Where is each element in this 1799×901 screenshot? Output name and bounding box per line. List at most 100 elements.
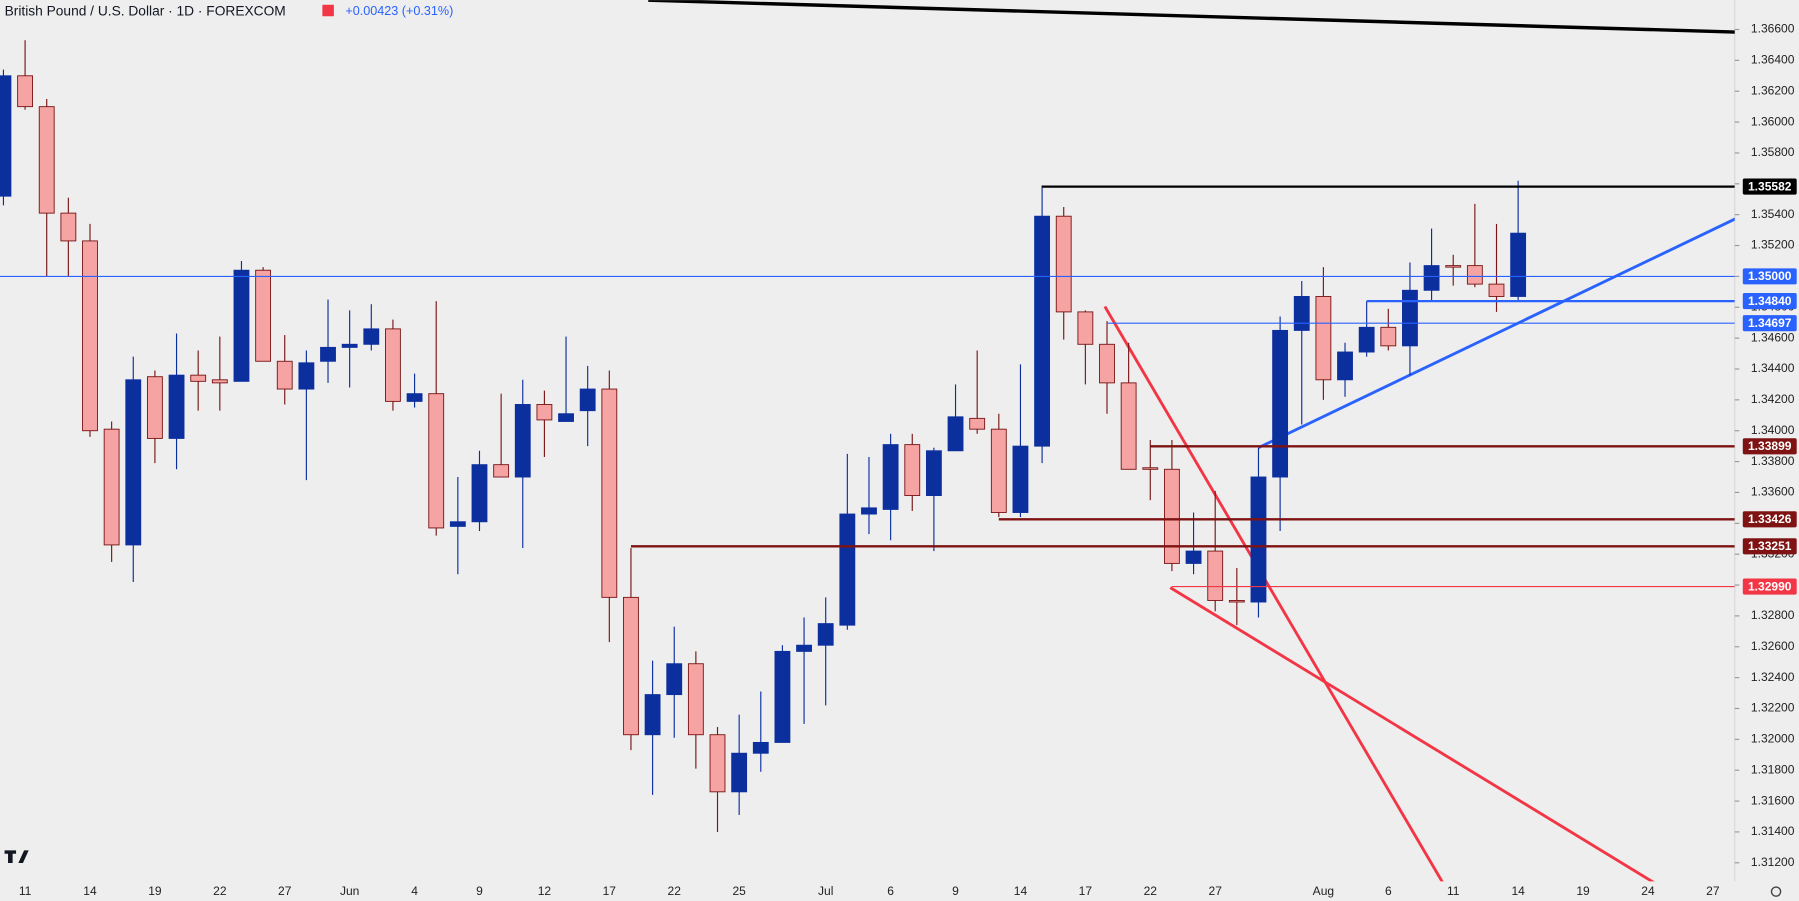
price-level-tag: [1742, 268, 1797, 285]
candle-body: [341, 343, 358, 348]
trendline: [1257, 217, 1735, 449]
candle-body: [947, 416, 964, 452]
candle-body: [1445, 265, 1462, 268]
candle-body: [990, 428, 1007, 513]
x-tick-label: Jul: [818, 884, 833, 898]
x-tick-label: 22: [213, 884, 227, 898]
price-level-tag: [1742, 293, 1797, 310]
x-tick-label: 17: [603, 884, 617, 898]
price-level-label: 1.35582: [1748, 179, 1792, 193]
candle-body: [1337, 351, 1353, 381]
x-tick-label: 22: [1144, 884, 1158, 898]
price-change: +0.00423 (+0.31%): [345, 4, 453, 18]
candle-body: [493, 464, 510, 478]
candle-body: [320, 346, 336, 362]
candle-body: [1099, 343, 1115, 384]
candle-body: [428, 393, 445, 529]
candle-body: [731, 752, 748, 793]
y-tick-label: 1.33600: [1751, 485, 1795, 499]
x-tick-label: 24: [1641, 884, 1655, 898]
y-tick-label: 1.34200: [1751, 392, 1795, 406]
candle-body: [255, 269, 272, 362]
candle-body: [839, 513, 856, 626]
x-tick-label: 27: [278, 884, 292, 898]
candle-body: [558, 413, 574, 422]
candle-body: [904, 444, 921, 496]
candle-body: [644, 694, 661, 736]
candle-body: [579, 388, 596, 412]
candle-body: [1510, 232, 1527, 297]
candle-body: [17, 75, 33, 108]
x-tick-label: 11: [19, 884, 32, 898]
candle-body: [687, 663, 704, 736]
candle-body: [1402, 289, 1418, 347]
candle-body: [385, 328, 401, 402]
candle-body: [1488, 283, 1505, 297]
y-tick-label: 1.35400: [1751, 207, 1795, 221]
x-tick-label: 6: [1385, 884, 1392, 898]
y-tick-label: 1.34000: [1751, 423, 1795, 437]
x-tick-label: 19: [1576, 884, 1590, 898]
candle-body: [1228, 600, 1245, 603]
price-level-label: 1.32990: [1748, 579, 1792, 593]
candle-body: [796, 644, 812, 652]
candle-body: [623, 596, 639, 736]
x-tick-label: 6: [887, 884, 894, 898]
x-tick-label: 14: [1511, 884, 1525, 898]
price-level-label: 1.34697: [1748, 316, 1792, 330]
candle-body: [1358, 326, 1375, 353]
logo[interactable]: [4, 850, 29, 863]
candle-body: [1034, 215, 1051, 447]
candle-body: [125, 379, 142, 546]
price-level-tag: [1742, 578, 1797, 595]
trendline: [648, 0, 1735, 34]
candle-body: [471, 464, 488, 523]
price-level-tag: [1742, 511, 1797, 528]
candle-body: [168, 374, 185, 439]
symbol-title: British Pound / U.S. Dollar · 1D · FOREX…: [5, 3, 286, 18]
y-tick-label: 1.31600: [1751, 793, 1795, 807]
x-tick-label: Jun: [340, 884, 359, 898]
y-tick-label: 1.32000: [1751, 732, 1795, 746]
candle-body: [298, 362, 315, 390]
candle-body: [1077, 311, 1094, 345]
y-tick-label: 1.33800: [1751, 454, 1795, 468]
candle-body: [1207, 550, 1224, 601]
settings-icon[interactable]: [1770, 886, 1782, 897]
y-tick-label: 1.34400: [1751, 361, 1795, 375]
x-tick-label: 12: [538, 884, 552, 898]
candle-body: [60, 212, 77, 242]
candle-body: [1293, 296, 1310, 331]
price-level-label: 1.35000: [1748, 269, 1792, 283]
price-level-tag: [1742, 315, 1797, 332]
x-tick-label: 27: [1706, 884, 1720, 898]
plot-area: [0, 0, 1735, 882]
y-tick-label: 1.32600: [1751, 639, 1795, 653]
trendline: [1169, 586, 1655, 882]
x-tick-label: 25: [732, 884, 746, 898]
candle-body: [103, 428, 120, 546]
price-level-label: 1.33426: [1748, 512, 1792, 526]
x-tick-label: 27: [1209, 884, 1223, 898]
x-tick-label: 9: [476, 884, 483, 898]
x-tick-label: 17: [1079, 884, 1093, 898]
price-level-label: 1.34840: [1748, 294, 1792, 308]
y-tick-label: 1.34600: [1751, 330, 1795, 344]
candle-body: [146, 376, 163, 439]
x-tick-label: 14: [83, 884, 97, 898]
candle-body: [1055, 215, 1072, 313]
candle-body: [1120, 382, 1137, 470]
flag-icon[interactable]: [322, 4, 334, 17]
x-tick-label: 14: [1014, 884, 1028, 898]
trendline: [1103, 305, 1444, 882]
candle-body: [0, 75, 12, 197]
y-tick-label: 1.35800: [1751, 145, 1795, 159]
candle-body: [1423, 265, 1440, 291]
candle-body: [1012, 445, 1029, 513]
price-level-tag: [1742, 178, 1797, 195]
candle-body: [1466, 265, 1483, 285]
x-tick-label: 22: [668, 884, 682, 898]
candle-body: [1142, 467, 1159, 470]
